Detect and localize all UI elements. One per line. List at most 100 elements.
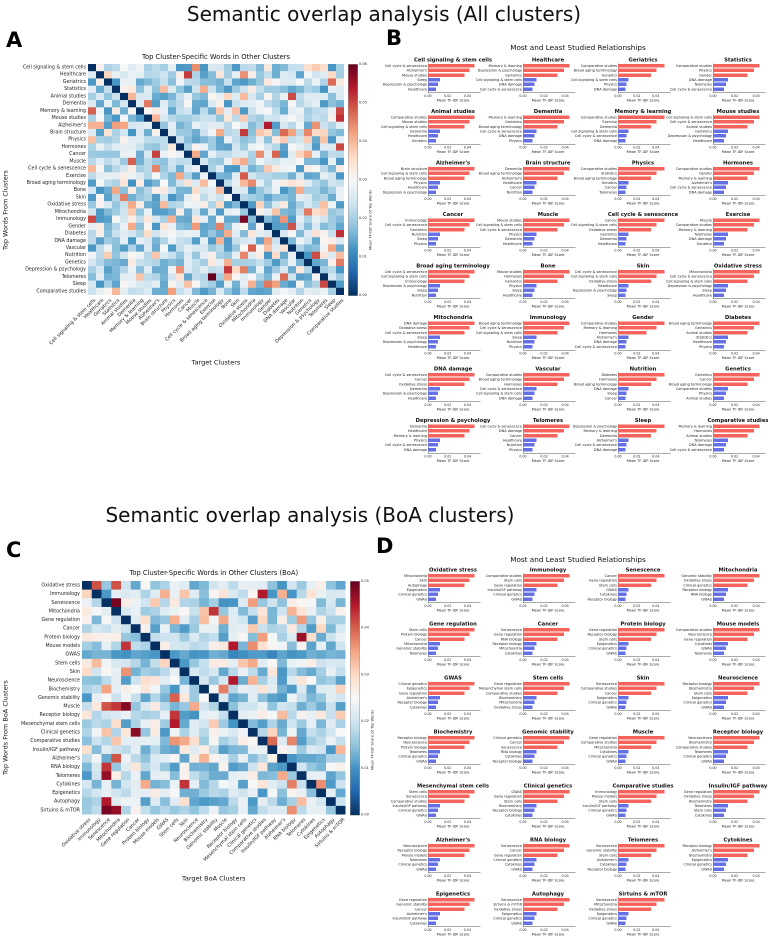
bar-axis-label: Mean TF-IDF Score <box>626 304 660 309</box>
bar-axis-tick: 0.04 <box>752 351 760 356</box>
bar <box>618 695 629 700</box>
bar-axis-tick: 0.02 <box>730 300 739 304</box>
bar-axis-label: Mean TF-IDF Score <box>626 662 660 667</box>
bar-label: Broad aging terminology <box>668 321 712 326</box>
bar <box>523 190 533 194</box>
bar <box>523 705 533 709</box>
bar <box>618 844 665 848</box>
bar-subplot-title: Skin <box>636 263 650 269</box>
bar-axis-tick: 0.00 <box>424 820 432 824</box>
bar-label: Cytokines <box>504 813 522 818</box>
bar-label: Stem cells <box>408 790 427 794</box>
bar-label: DNA damage <box>593 138 617 143</box>
bar-label: Clinical genetics <box>588 916 617 921</box>
bar <box>523 429 565 433</box>
bar-axis-tick: 0.02 <box>540 766 548 770</box>
bar-label: Geriatrics <box>695 129 712 134</box>
bar <box>428 740 470 745</box>
bar-label: Broad aging terminology <box>573 382 617 387</box>
bar-label: Alzheimer's <box>691 180 712 185</box>
bar <box>713 862 726 867</box>
bar <box>428 73 465 77</box>
bar <box>713 64 760 68</box>
bar <box>428 237 438 241</box>
bar-subplot-title: Autophagy <box>531 891 565 897</box>
bar <box>428 283 440 288</box>
bar-label: Broad aging terminology <box>668 382 712 387</box>
bar-label: Mitochondria <box>594 745 617 750</box>
bar-axis-tick: 0.02 <box>540 604 548 608</box>
bar-label: Physics <box>509 232 522 237</box>
bar-subplot: Sleep Depression & psychology Memory & lea… <box>573 418 673 470</box>
bar-label: Oxidative stress <box>398 326 427 331</box>
bar-label: Broad aging terminology <box>383 176 427 181</box>
bar-axis-label: Mean TF-IDF Score <box>531 716 565 721</box>
bar-label: RNA biology <box>690 592 712 597</box>
bar <box>713 700 726 705</box>
bar-axis-label: Mean TF-IDF Score <box>626 201 660 206</box>
bar <box>428 227 465 232</box>
bar-axis-tick: 0.00 <box>709 145 717 150</box>
heatmap-row-label: Telomeres <box>61 273 86 280</box>
bar <box>428 637 465 641</box>
bar <box>713 129 729 133</box>
bar-label: Genetics <box>411 138 427 143</box>
bar-label: Hormones <box>599 330 617 335</box>
bar-label: Physics <box>699 68 712 73</box>
bar <box>713 82 726 87</box>
bar-label: Stem cells <box>598 583 617 588</box>
bar-label: Depression & psychology <box>382 190 427 195</box>
bar-label: Healthcare <box>407 396 427 401</box>
bar <box>428 373 475 377</box>
bar-axis-tick: 0.00 <box>424 454 432 459</box>
bar <box>713 867 724 871</box>
bar-label: Memory & learning <box>678 227 712 232</box>
bar <box>523 330 558 335</box>
bar-axis-tick: 0.04 <box>752 658 760 662</box>
bar-label: Animal studies <box>686 433 712 438</box>
bar-label: Mitochondria <box>499 646 522 651</box>
bar-axis-tick: 0.04 <box>463 712 472 716</box>
bar-subplot-title: Mitochondria <box>718 567 758 573</box>
bar-axis-label: Mean TF-IDF Score <box>626 407 660 412</box>
bar-axis-tick: 0.02 <box>540 712 548 716</box>
panel-a-label: A <box>6 28 23 52</box>
bar-axis-tick: 0.04 <box>652 604 660 608</box>
bar-subplot-title: Genetics <box>725 366 751 372</box>
bar-axis-tick: 0.02 <box>633 604 641 608</box>
bar-label: Cytokines <box>599 862 617 867</box>
bar-label: GWAS <box>511 597 522 602</box>
bar-subplot: Geriatrics Comparative studies Broad aging… <box>571 57 673 109</box>
bar-label: Telomeres <box>409 749 427 754</box>
bar <box>523 237 535 241</box>
bar-axis-tick: 0.02 <box>730 197 739 201</box>
bar <box>713 592 726 597</box>
bar-axis-tick: 0.02 <box>730 820 739 824</box>
heatmap-row-label: Senescence <box>51 599 80 606</box>
bar-axis-tick: 0.04 <box>561 712 569 716</box>
bar <box>523 574 570 578</box>
bar <box>523 813 533 817</box>
bar-axis-label: Mean TF-IDF Score <box>436 770 470 775</box>
bar <box>618 344 626 349</box>
bar-label: Oxidative stress <box>683 578 712 583</box>
bar <box>428 443 438 447</box>
heatmap-row-label: Cytokines <box>56 781 80 787</box>
bar-label: Insulin/IGF pathway <box>582 803 617 808</box>
bar <box>428 813 436 817</box>
bar <box>713 138 724 143</box>
bar-axis-label: Mean TF-IDF Score <box>721 608 755 613</box>
bar-subplot: Mesenchymal stem cells Stem cells Senescen… <box>388 783 489 835</box>
bar-label: Comparative studies <box>485 373 522 377</box>
bar-label: Alzheimer's <box>596 335 617 340</box>
heatmap-row-label: Mouse studies <box>51 115 86 121</box>
bar-label: Cytokines <box>599 749 617 754</box>
bar <box>618 340 627 344</box>
bar <box>713 232 729 236</box>
bar-label: Alzheimer's <box>406 695 427 700</box>
bar-label: GWAS <box>606 651 617 656</box>
bar-label: GWAS <box>606 813 617 818</box>
bar <box>618 705 626 709</box>
bar-label: Cancer <box>604 574 617 578</box>
bar-label: GWAS <box>416 813 427 818</box>
